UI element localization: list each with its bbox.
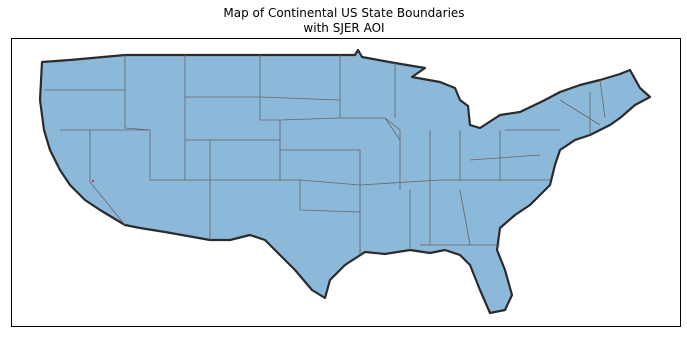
us-outline [38,48,652,315]
map-title: Map of Continental US State Boundaries [223,6,464,20]
state-boundaries [44,55,606,255]
sjer-aoi [92,180,94,182]
map-title: with SJER AOI [303,21,384,35]
